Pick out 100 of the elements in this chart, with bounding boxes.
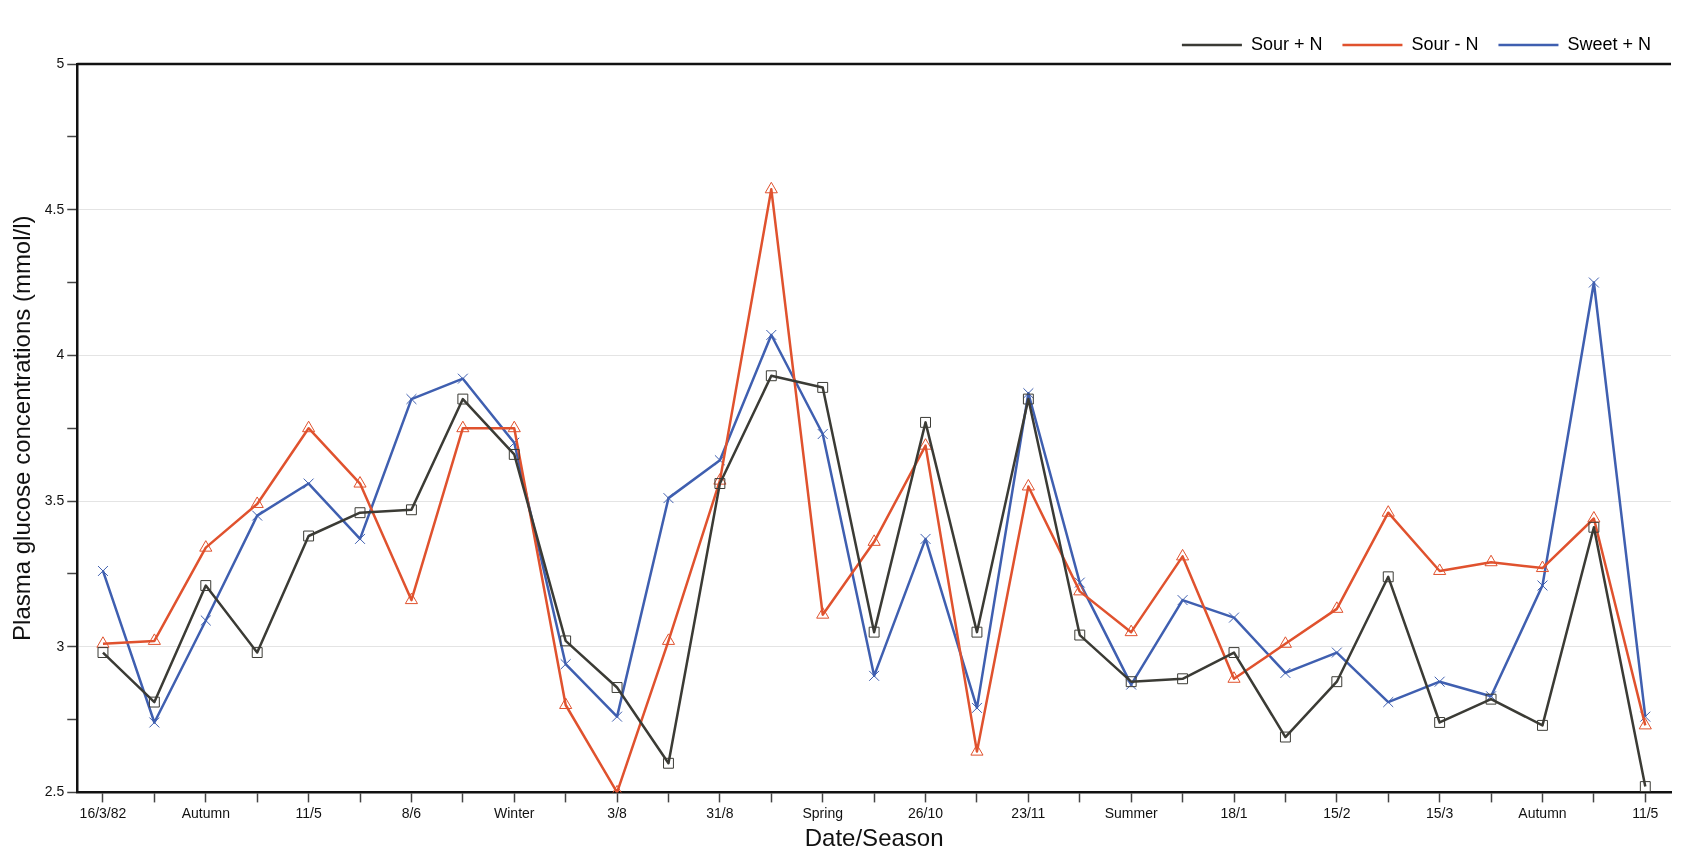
point [148,717,160,728]
point [1588,277,1600,288]
point [1639,711,1651,723]
point [661,633,676,645]
x-tick-label: Spring [802,804,843,821]
point [868,670,880,682]
point [1535,560,1550,573]
point [1177,594,1189,606]
point [714,454,726,466]
x-tick-label: 11/5 [1632,804,1659,821]
x-tick-label: 23/11 [1011,804,1046,821]
point [1382,571,1394,583]
point [97,565,109,577]
point [353,476,367,488]
point [1227,671,1241,683]
y-tick-label: 2.5 [44,783,65,800]
point [1278,636,1292,648]
point [1177,673,1189,685]
point [1228,612,1240,624]
point [456,420,470,433]
point [971,702,983,714]
point [303,478,315,490]
legend-label: Sweet + N [1567,33,1652,54]
legend-label: Sour - N [1411,33,1479,54]
point [457,393,469,405]
point [405,504,417,516]
point [1228,647,1240,658]
point [560,635,572,647]
x-tick-label: Summer [1104,804,1158,821]
point [816,607,830,619]
point [1382,696,1394,708]
y-axis-title: Plasma glucose concentrations (mmol/l) [8,215,36,641]
point [713,473,727,485]
point [354,533,366,545]
x-tick-label: 26/10 [908,804,944,821]
point [559,697,573,709]
point [1279,667,1291,679]
y-tick-label: 5 [56,54,65,71]
point [1074,577,1086,589]
y-tick-label: 3 [56,637,65,654]
legend-label: Sour + N [1250,33,1323,54]
point [1381,505,1395,517]
x-axis-title: Date/Season [804,824,944,852]
point [920,416,931,428]
point [1639,781,1651,793]
x-tick-label: 15/2 [1323,804,1351,821]
point [1537,719,1548,731]
y-tick-label: 4.5 [44,200,65,217]
point [199,540,213,552]
point [765,329,777,341]
point [302,420,316,433]
point [867,534,881,546]
point [97,647,109,658]
point [663,757,674,769]
y-tick-label: 3.5 [44,491,65,508]
point [508,448,520,460]
point [1330,601,1344,613]
point [1434,717,1446,728]
point [1331,647,1343,658]
x-tick-label: 18/1 [1220,804,1248,821]
point [1434,676,1446,688]
x-tick-label: 3/8 [607,804,628,821]
x-tick-label: Autumn [1518,804,1567,821]
point [200,615,212,626]
point [817,381,829,393]
point [405,393,417,405]
point [1537,580,1548,591]
x-tick-label: 8/6 [401,804,422,821]
point [663,492,674,504]
point [1638,717,1652,730]
point [1433,563,1447,575]
point [560,658,572,670]
point [971,626,983,638]
point [354,507,366,519]
point [1484,554,1498,567]
point [1021,478,1035,491]
point [920,533,931,545]
point [457,373,469,385]
point [148,696,160,708]
point [918,438,933,450]
point [1588,521,1600,533]
point [764,181,778,194]
point [1176,548,1190,561]
point [250,496,264,508]
x-tick-label: Winter [494,804,535,821]
point [1022,393,1034,405]
point [303,530,315,542]
point [714,478,726,490]
point [1331,676,1343,688]
point [1022,387,1034,399]
point [1074,629,1086,641]
x-tick-label: 16/3/82 [79,804,127,821]
point [147,633,161,645]
point [1124,624,1138,637]
point [1073,583,1087,596]
point [868,626,880,638]
point [200,580,212,591]
point [765,370,777,382]
point [507,420,521,433]
y-tick-label: 4 [56,346,65,363]
